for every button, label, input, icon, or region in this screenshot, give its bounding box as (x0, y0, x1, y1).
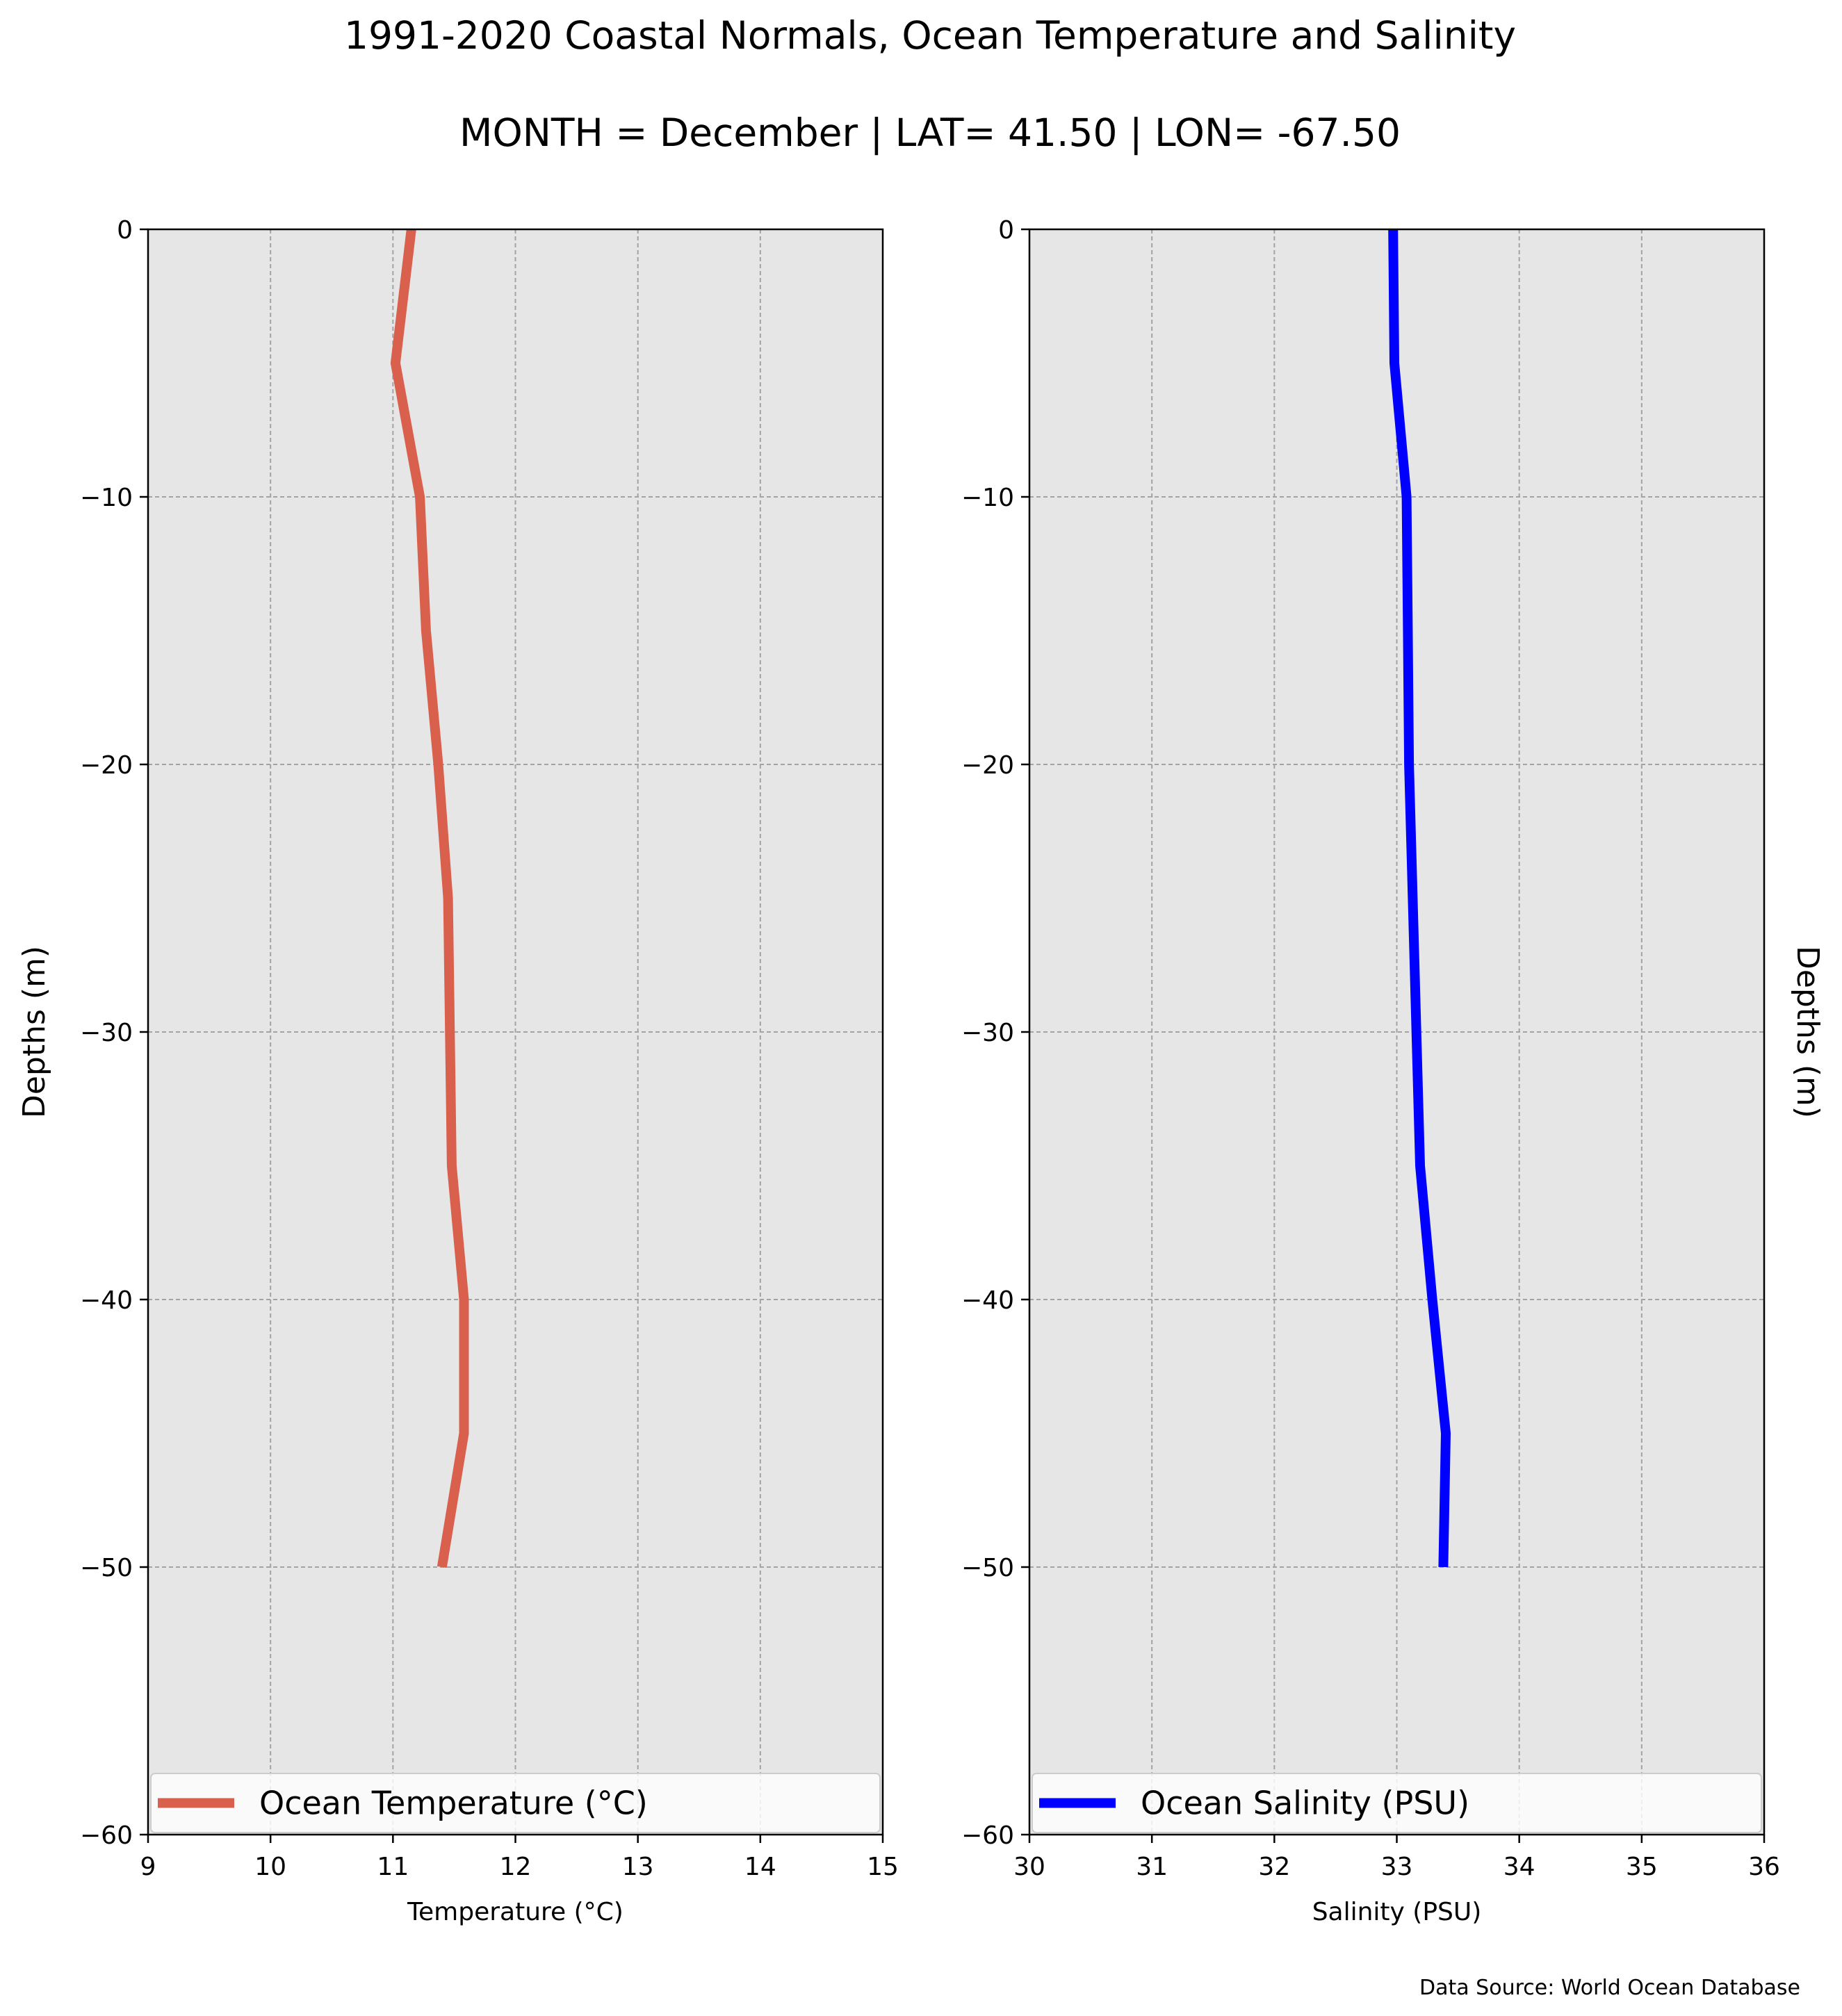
x-tick-label: 32 (1258, 1853, 1290, 1881)
y-tick-label: −50 (80, 1554, 133, 1582)
temp-y-axis-label: Depths (m) (17, 946, 52, 1118)
x-tick-label: 35 (1626, 1853, 1658, 1881)
y-tick-label: −30 (80, 1019, 133, 1047)
y-tick-label: 0 (117, 216, 133, 245)
x-tick-label: 34 (1503, 1853, 1535, 1881)
x-tick-label: 33 (1381, 1853, 1413, 1881)
x-tick-label: 36 (1748, 1853, 1780, 1881)
sal-legend-label: Ocean Salinity (PSU) (1141, 1785, 1469, 1822)
y-tick-label: −10 (80, 484, 133, 512)
y-tick-label: −20 (961, 751, 1014, 780)
sal-series-line (1388, 229, 1451, 1568)
temp-x-axis-label: Temperature (°C) (407, 1898, 623, 1926)
y-tick-label: −20 (80, 751, 133, 780)
sal-x-axis-label: Salinity (PSU) (1312, 1898, 1482, 1926)
y-tick-label: −60 (80, 1821, 133, 1850)
x-tick-label: 12 (500, 1853, 532, 1881)
y-tick-label: −30 (961, 1019, 1014, 1047)
temp-series-line (390, 229, 469, 1568)
sal-y-axis-label: Depths (m) (1790, 946, 1825, 1118)
y-tick-label: −10 (961, 484, 1014, 512)
data-source-note: Data Source: World Ocean Database (1419, 1976, 1800, 2000)
y-tick-label: −40 (961, 1286, 1014, 1315)
y-tick-label: 0 (998, 216, 1014, 245)
x-tick-label: 30 (1013, 1853, 1045, 1881)
y-tick-label: −40 (80, 1286, 133, 1315)
temperature-panel: Ocean Temperature (°C) 9 10 11 12 13 14 15 0 −10 −… (17, 216, 899, 1926)
salinity-panel: Ocean Salinity (PSU) 30 31 32 33 34 35 36 0 −10 −2… (961, 216, 1825, 1926)
x-tick-label: 14 (744, 1853, 776, 1881)
temp-legend (150, 1773, 881, 1833)
chart-title: 1991-2020 Coastal Normals, Ocean Tempera… (344, 13, 1516, 58)
x-tick-label: 9 (140, 1853, 156, 1881)
x-tick-label: 10 (254, 1853, 286, 1881)
x-tick-label: 11 (377, 1853, 409, 1881)
y-tick-label: −50 (961, 1554, 1014, 1582)
sal-legend (1032, 1773, 1762, 1833)
y-tick-label: −60 (961, 1821, 1014, 1850)
x-tick-label: 13 (622, 1853, 654, 1881)
x-tick-label: 31 (1136, 1853, 1168, 1881)
temp-legend-label: Ocean Temperature (°C) (259, 1785, 648, 1822)
chart-subtitle: MONTH = December | LAT= 41.50 | LON= -67… (459, 110, 1401, 156)
x-tick-label: 15 (867, 1853, 899, 1881)
